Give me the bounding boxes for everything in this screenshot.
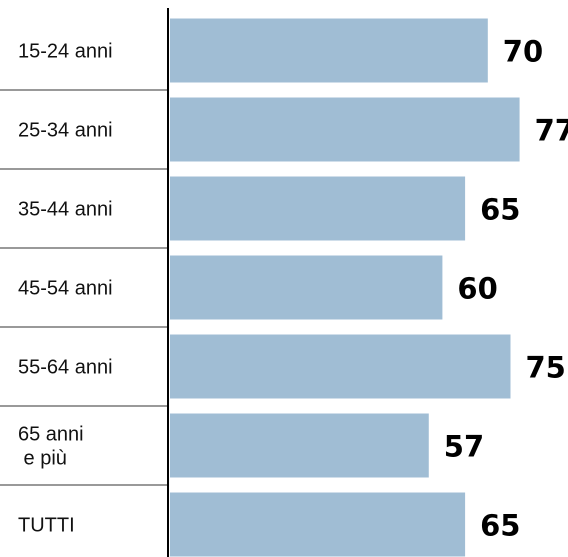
- value-label: 65: [480, 509, 520, 543]
- value-label: 77: [535, 114, 568, 148]
- bar: [170, 413, 429, 478]
- value-label: 75: [526, 351, 566, 385]
- bar: [170, 334, 511, 399]
- category-label: 35-44 anni: [18, 199, 113, 221]
- value-label: 65: [480, 193, 520, 227]
- category-label: 45-54 anni: [18, 278, 113, 300]
- category-label: 25-34 anni: [18, 120, 113, 142]
- category-label: 65 anni e più: [18, 424, 84, 470]
- bar: [170, 255, 443, 320]
- bar: [170, 492, 466, 557]
- bar: [170, 97, 520, 162]
- plot: 15-24 anni 70 25-34 anni 77 35-44 anni 65 45-5…: [0, 18, 568, 557]
- bar: [170, 176, 466, 241]
- value-label: 70: [503, 35, 543, 69]
- value-label: 60: [457, 272, 497, 306]
- category-label: 15-24 anni: [18, 41, 113, 63]
- bar: [170, 18, 488, 83]
- category-label: 55-64 anni: [18, 357, 113, 379]
- value-label: 57: [444, 430, 484, 464]
- category-label: TUTTI: [18, 515, 75, 537]
